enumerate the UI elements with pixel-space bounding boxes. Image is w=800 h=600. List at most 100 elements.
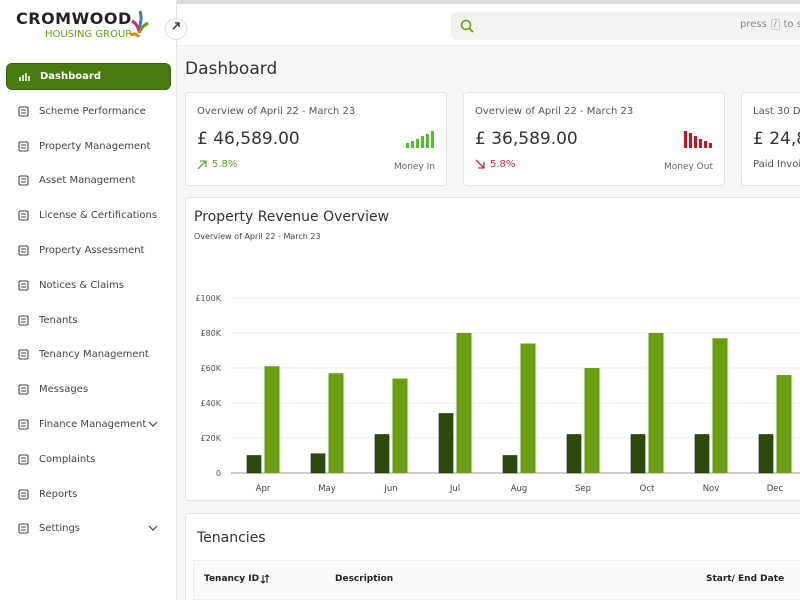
nav-icon — [18, 489, 29, 500]
nav-item[interactable]: Property Management — [6, 133, 171, 160]
nav-icon — [19, 73, 30, 81]
money-in-icon — [406, 131, 434, 148]
table-header: Tenancy ID Description Start/ End Date — [193, 560, 800, 600]
x-tick-label: Oct — [640, 484, 655, 494]
x-tick-label: Dec — [767, 484, 784, 494]
card-period: Overview of April 22 - March 23 — [197, 106, 356, 117]
bar — [392, 378, 408, 473]
nav-icon — [18, 210, 29, 221]
y-tick-label: £80K — [200, 329, 221, 338]
chart-card: Property Revenue Overview Overview of Ap… — [185, 197, 800, 501]
logo-name: CROMWOOD — [16, 9, 132, 28]
card-amount: £ 24,8 — [753, 129, 800, 149]
x-tick-label: Sep — [575, 484, 591, 494]
nav-icon — [18, 454, 29, 465]
card-label: Paid Invoic — [753, 159, 800, 170]
table-card: Tenancies Tenancy ID Description Start/ … — [185, 513, 800, 600]
bar — [502, 455, 518, 474]
nav-icon — [18, 384, 29, 395]
card-amount: £ 36,589.00 — [475, 129, 578, 149]
top-bar: press / to s — [165, 0, 800, 46]
nav-item[interactable]: Reports — [6, 481, 171, 508]
main: Dashboard Overview of April 22 - March 2… — [177, 46, 800, 600]
nav-icon — [18, 280, 29, 291]
nav-item[interactable]: License & Certifications — [6, 202, 171, 229]
money-out-icon — [684, 131, 712, 148]
logo-tagline: HOUSING GROUP — [45, 29, 132, 40]
y-tick-label: £40K — [200, 399, 221, 408]
bar — [584, 368, 600, 473]
nav-item[interactable]: Complaints — [6, 446, 171, 473]
expand-icon — [148, 421, 158, 427]
hint-text: press — [740, 19, 767, 30]
x-tick-label: Apr — [256, 484, 271, 494]
card-period: Overview of April 22 - March 23 — [475, 106, 634, 117]
nav-icon — [18, 419, 29, 430]
nav-icon — [18, 106, 29, 117]
bar — [712, 338, 728, 473]
bar — [456, 333, 472, 473]
bar — [310, 453, 326, 474]
y-tick-label: 0 — [216, 469, 221, 478]
column-header[interactable]: Tenancy ID — [204, 574, 260, 584]
x-tick-label: Jul — [449, 484, 460, 494]
bar — [328, 373, 344, 473]
nav-item[interactable]: Tenants — [6, 307, 171, 334]
nav-item[interactable]: Scheme Performance — [6, 98, 171, 125]
nav-label: License & Certifications — [39, 210, 158, 222]
nav-item[interactable]: Asset Management — [6, 167, 171, 194]
collapse-button[interactable] — [165, 18, 187, 40]
nav-label: Reports — [39, 488, 78, 500]
nav-item[interactable]: Finance Management — [6, 411, 171, 438]
summary-card: Last 30 Da £ 24,8 Paid Invoic — [741, 92, 800, 186]
nav-icon — [18, 141, 29, 152]
sort-icon[interactable] — [260, 574, 270, 584]
nav-label: Scheme Performance — [39, 105, 146, 117]
nav-label: Tenants — [39, 314, 78, 326]
search-box[interactable]: press / to s — [451, 12, 800, 40]
nav-icon — [18, 523, 29, 534]
nav-icon — [18, 245, 29, 256]
bar — [264, 366, 280, 473]
logo-mark — [129, 10, 149, 38]
column-header: Description — [335, 574, 394, 584]
search-icon — [460, 19, 474, 33]
x-tick-label: Jun — [383, 484, 397, 494]
nav-item[interactable]: Property Assessment — [6, 237, 171, 264]
chart: Property Revenue Overview Overview of Ap… — [194, 209, 800, 494]
nav-item[interactable]: Settings — [6, 515, 171, 542]
bar — [758, 434, 774, 474]
summary-card: Overview of April 22 - March 23 £ 36,589… — [463, 92, 725, 186]
chart-subtitle: Overview of April 22 - March 23 — [194, 232, 321, 241]
nav-item[interactable]: Tenancy Management — [6, 341, 171, 368]
nav-label: Messages — [39, 384, 89, 396]
nav-label: Dashboard — [40, 71, 101, 82]
bar — [566, 434, 582, 474]
card-change: 5.8% — [212, 159, 238, 170]
nav-item[interactable]: Dashboard — [6, 63, 171, 90]
y-tick-label: £20K — [200, 434, 221, 443]
x-tick-label: Nov — [703, 484, 720, 494]
bar — [374, 434, 390, 474]
nav-item[interactable]: Messages — [6, 376, 171, 403]
card-label: Money Out — [663, 162, 713, 172]
bar — [630, 434, 646, 474]
nav-label: Property Management — [39, 140, 151, 152]
nav-label: Notices & Claims — [39, 279, 124, 291]
bar — [520, 343, 536, 473]
nav-label: Asset Management — [39, 175, 136, 187]
table-title: Tenancies — [197, 530, 266, 546]
hint-text-end: to s — [783, 19, 800, 30]
nav-label: Complaints — [39, 453, 96, 465]
trend-up-icon — [197, 160, 207, 170]
bar — [694, 434, 710, 474]
nav-item[interactable]: Notices & Claims — [6, 272, 171, 299]
search-hint: press / to s — [740, 19, 800, 30]
y-tick-label: £60K — [200, 364, 221, 373]
bar — [246, 455, 262, 474]
chart-title: Property Revenue Overview — [194, 209, 389, 225]
bar — [648, 333, 664, 473]
summary-card: Overview of April 22 - March 23 £ 46,589… — [185, 92, 447, 186]
x-tick-label: Aug — [511, 484, 528, 494]
